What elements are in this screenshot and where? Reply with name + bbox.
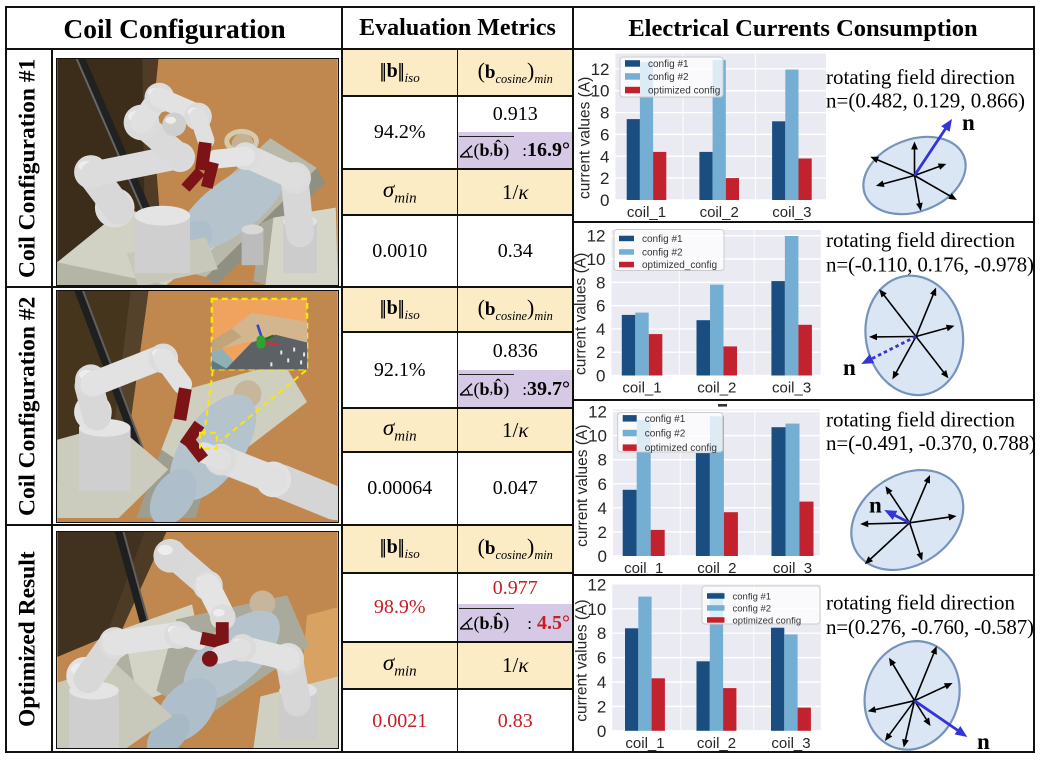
svg-text:current values (A): current values (A): [574, 425, 591, 547]
svg-text:4: 4: [596, 320, 605, 339]
svg-text:0: 0: [600, 191, 609, 210]
svg-text:0: 0: [597, 722, 606, 741]
svg-text:6: 6: [600, 125, 609, 144]
svg-text:coil_2: coil_2: [697, 380, 736, 397]
svg-text:12: 12: [587, 575, 606, 594]
svg-text:10: 10: [587, 600, 606, 619]
svg-text:12: 12: [587, 227, 606, 246]
svg-text:2: 2: [596, 343, 605, 362]
svg-text:10: 10: [591, 82, 610, 101]
svg-text:config #1: config #1: [642, 234, 683, 245]
svg-text:coil_2: coil_2: [697, 560, 736, 577]
svg-text:8: 8: [596, 273, 605, 292]
svg-text:8: 8: [598, 451, 607, 470]
svg-text:n=(0.482, 0.129, 0.866): n=(0.482, 0.129, 0.866): [826, 89, 1025, 113]
svg-text:4: 4: [597, 673, 606, 692]
svg-text:config #1: config #1: [645, 414, 686, 425]
svg-text:coil_1: coil_1: [627, 204, 666, 221]
svg-text:current values (A): current values (A): [573, 253, 590, 375]
svg-text:6: 6: [598, 475, 607, 494]
svg-text:config #2: config #2: [645, 429, 686, 440]
svg-text:config #2: config #2: [642, 248, 683, 259]
svg-text:n=(-0.110, 0.176, -0.978): n=(-0.110, 0.176, -0.978): [826, 252, 1034, 276]
svg-text:config #2: config #2: [733, 604, 772, 615]
svg-text:n=(-0.491, -0.370, 0.788): n=(-0.491, -0.370, 0.788): [826, 431, 1035, 455]
svg-text:config #1: config #1: [733, 592, 772, 603]
svg-text:8: 8: [600, 104, 609, 123]
svg-text:6: 6: [596, 297, 605, 316]
svg-text:0: 0: [596, 367, 605, 386]
svg-text:rotating field direction: rotating field direction: [826, 65, 1015, 89]
svg-text:10: 10: [588, 427, 607, 446]
svg-text:2: 2: [598, 523, 607, 542]
svg-text:rotating field direction: rotating field direction: [826, 228, 1015, 252]
svg-text:n: n: [869, 493, 882, 518]
svg-text:config #1: config #1: [648, 59, 689, 70]
svg-text:coil_1: coil_1: [624, 560, 663, 577]
svg-text:8: 8: [597, 624, 606, 643]
svg-text:current values (A): current values (A): [573, 599, 590, 721]
svg-text:rotating field direction: rotating field direction: [826, 407, 1015, 431]
svg-text:10: 10: [587, 250, 606, 269]
svg-text:optimized_config: optimized_config: [642, 260, 717, 271]
svg-text:coil_3: coil_3: [773, 560, 812, 577]
svg-text:2: 2: [600, 169, 609, 188]
svg-text:coil_3: coil_3: [772, 204, 811, 221]
svg-text:optimized config: optimized config: [648, 86, 720, 97]
svg-text:6: 6: [597, 649, 606, 668]
svg-text:n: n: [962, 110, 975, 135]
svg-text:n: n: [977, 729, 990, 753]
svg-text:coil_2: coil_2: [700, 204, 739, 221]
svg-text:coil_3: coil_3: [771, 735, 810, 752]
svg-text:n: n: [843, 355, 856, 380]
svg-text:config #2: config #2: [648, 72, 689, 83]
svg-text:coil_3: coil_3: [772, 380, 811, 397]
svg-text:current values (A): current values (A): [577, 77, 594, 199]
svg-text:rotating field direction: rotating field direction: [826, 590, 1015, 614]
svg-text:4: 4: [598, 499, 607, 518]
svg-text:0: 0: [598, 547, 607, 566]
svg-text:12: 12: [591, 60, 610, 79]
svg-text:optimized config: optimized config: [733, 616, 802, 627]
svg-text:n=(0.276, -0.760, -0.587): n=(0.276, -0.760, -0.587): [826, 615, 1034, 639]
svg-text:coil_1: coil_1: [625, 735, 664, 752]
svg-text:coil_2: coil_2: [697, 735, 736, 752]
svg-text:coil_1: coil_1: [622, 380, 661, 397]
svg-text:12: 12: [588, 403, 607, 422]
svg-text:optimized config: optimized config: [645, 443, 717, 454]
svg-text:2: 2: [597, 697, 606, 716]
svg-text:4: 4: [600, 147, 609, 166]
